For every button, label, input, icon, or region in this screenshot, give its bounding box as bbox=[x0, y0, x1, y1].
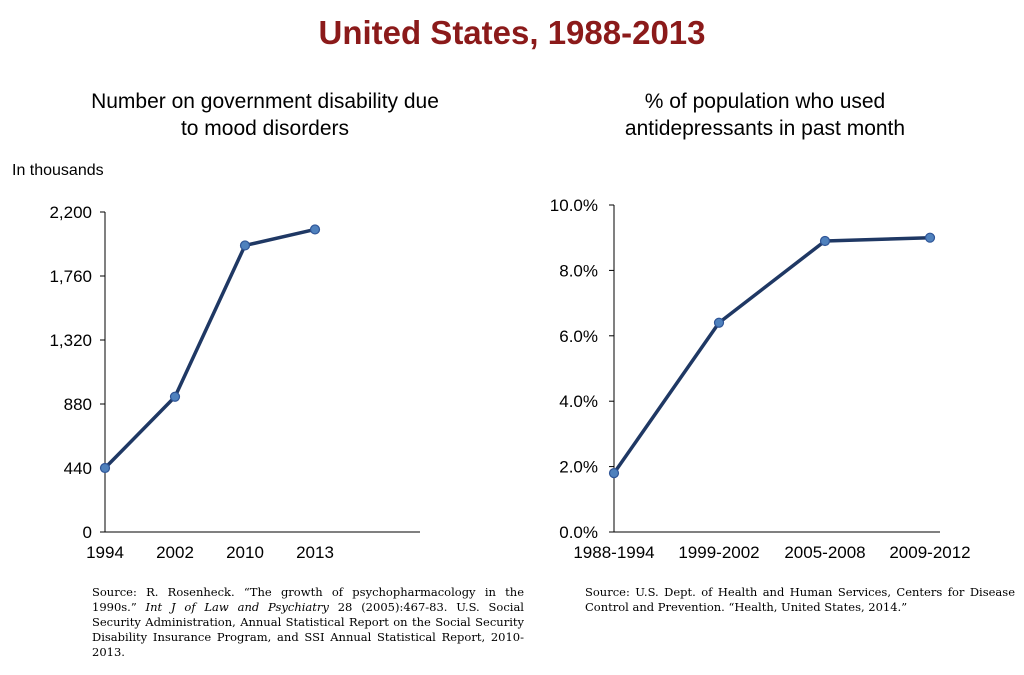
left-chart-y-tick-label: 1,320 bbox=[49, 331, 92, 350]
left-chart-y-tick-label: 440 bbox=[64, 459, 92, 478]
right-chart-y-tick-label: 10.0% bbox=[550, 196, 598, 215]
right-chart-title: % of population who used antidepressants… bbox=[560, 88, 970, 142]
left-chart-source: Source: R. Rosenheck. “The growth of psy… bbox=[92, 585, 524, 660]
left-chart-data-point bbox=[99, 462, 111, 474]
left-chart-y-tick-label: 0 bbox=[83, 523, 92, 542]
right-chart-series-line bbox=[612, 235, 931, 475]
left-source-journal: Int J of Law and Psychiatry bbox=[145, 600, 329, 614]
right-chart-data-point bbox=[819, 235, 831, 247]
right-chart-data-point bbox=[924, 232, 936, 243]
right-chart-data-point bbox=[608, 468, 620, 479]
right-chart-x-tick-label: 1999-2002 bbox=[678, 543, 759, 562]
right-chart-y-tick-label: 8.0% bbox=[559, 261, 598, 280]
left-chart-title: Number on government disability due to m… bbox=[60, 88, 470, 142]
left-source-part2: 28 (2005):467-83. U.S. Social Security A… bbox=[92, 600, 524, 659]
page-title: United States, 1988-2013 bbox=[318, 14, 706, 51]
left-chart-unit-label: In thousands bbox=[12, 162, 104, 179]
left-chart-x-tick-label: 2010 bbox=[226, 543, 264, 562]
left-chart-data-point bbox=[309, 224, 321, 235]
right-chart-y-tick-label: 2.0% bbox=[559, 458, 598, 477]
right-chart-y-tick-label: 6.0% bbox=[559, 327, 598, 346]
left-chart-y-tick-label: 1,760 bbox=[49, 267, 92, 286]
left-chart-y-tick-label: 880 bbox=[64, 395, 92, 414]
left-chart-title-line2: to mood disorders bbox=[180, 117, 350, 140]
right-chart-source: Source: U.S. Dept. of Health and Human S… bbox=[585, 585, 1015, 614]
left-chart-x-tick-label: 1994 bbox=[86, 543, 124, 562]
right-chart-y-tick-label: 4.0% bbox=[559, 392, 598, 411]
left-chart-x-tick-label: 2013 bbox=[296, 543, 334, 562]
right-chart-title-line2: antidepressants in past month bbox=[624, 117, 906, 140]
right-chart-y-tick-label: 0.0% bbox=[559, 523, 598, 542]
left-chart-title-line1: Number on government disability due bbox=[91, 90, 439, 113]
left-chart-series-line bbox=[103, 227, 316, 470]
right-chart-title-line1: % of population who used bbox=[644, 90, 886, 113]
left-chart-data-point bbox=[169, 391, 181, 402]
left-chart-y-tick-label: 2,200 bbox=[49, 203, 92, 222]
right-chart-x-tick-label: 2009-2012 bbox=[889, 543, 970, 562]
left-source-part1: Source: R. Rosenheck. “The growth of psy… bbox=[92, 585, 524, 614]
right-chart-data-point bbox=[713, 317, 725, 328]
right-chart-x-tick-label: 2005-2008 bbox=[784, 543, 865, 562]
left-chart-data-point bbox=[239, 240, 251, 251]
left-chart-x-tick-label: 2002 bbox=[156, 543, 194, 562]
right-chart-x-tick-label: 1988-1994 bbox=[573, 543, 654, 562]
